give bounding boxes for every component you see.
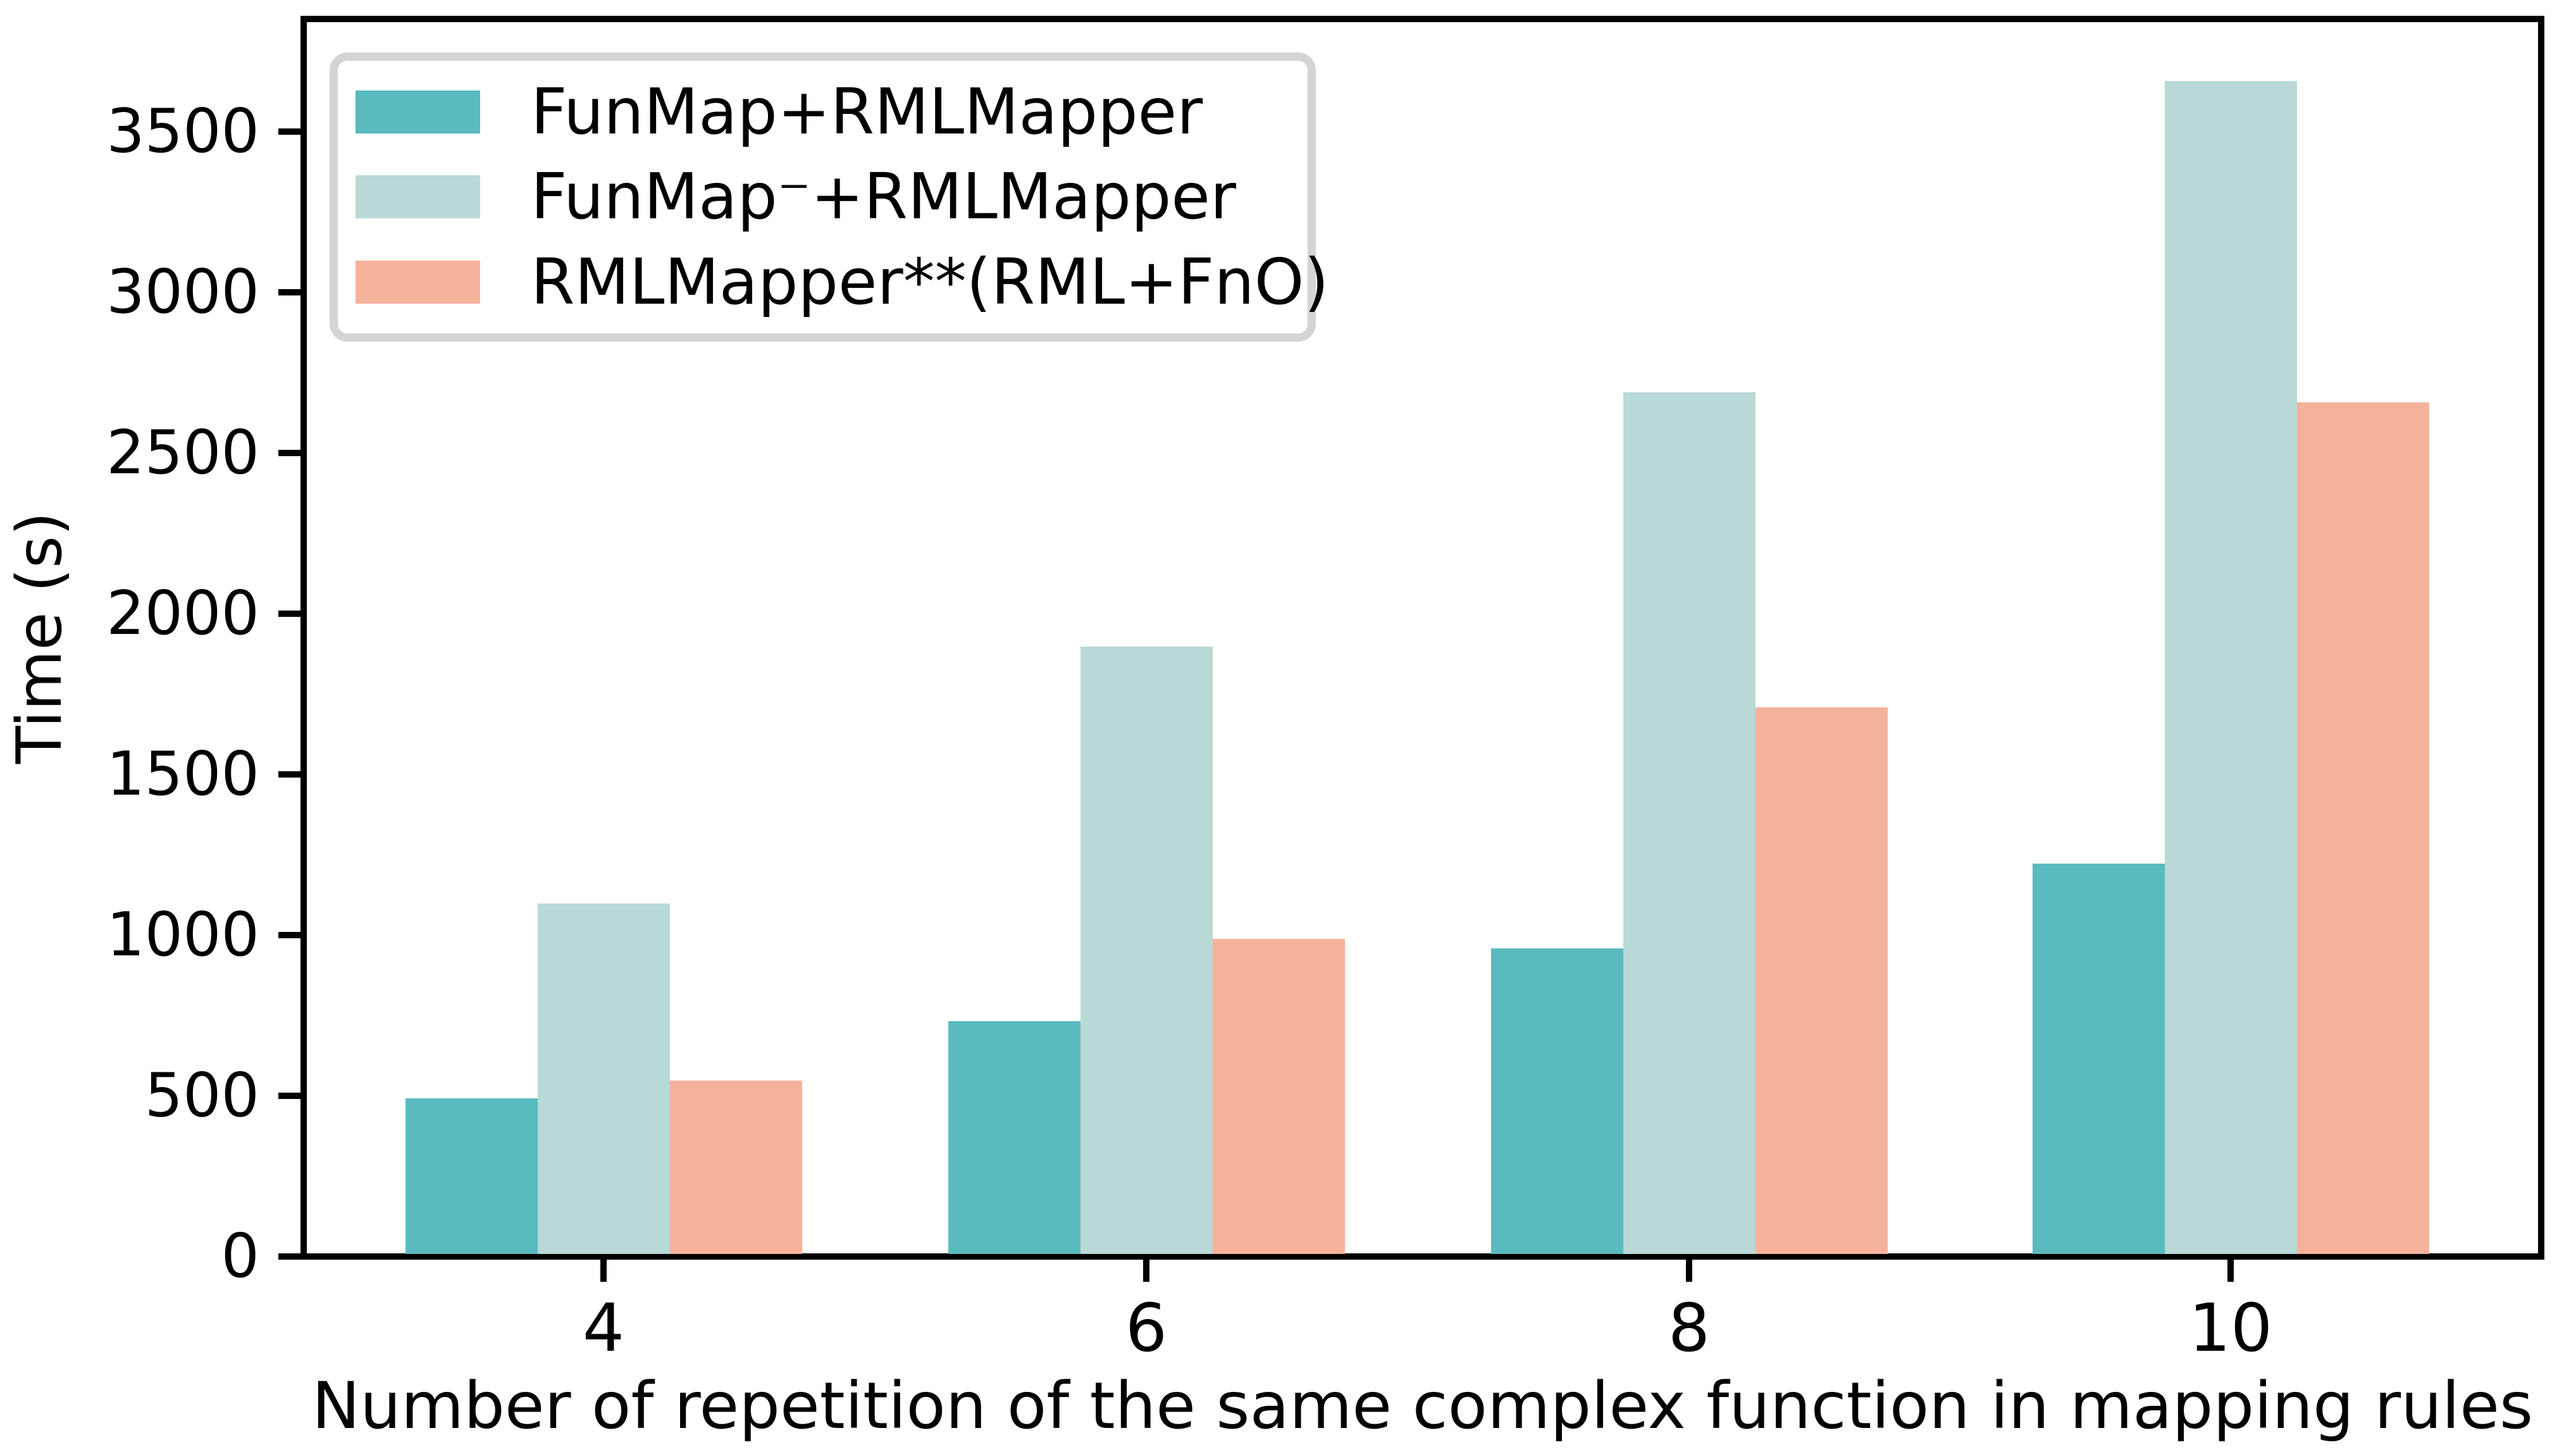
legend: FunMap+RMLMapper FunMap⁻+RMLMapper RMLMapp… <box>330 53 1329 342</box>
x-tick-mark-6 <box>1143 1260 1149 1282</box>
bar-series2-x8 <box>1623 392 1756 1254</box>
y-tick-mark-2000 <box>278 611 300 617</box>
legend-swatch-2 <box>356 175 480 219</box>
y-tick-mark-1000 <box>278 932 300 938</box>
legend-swatch-3 <box>356 260 480 304</box>
y-axis-title-text: Time (s) <box>4 511 76 764</box>
legend-item-1: FunMap+RMLMapper <box>356 71 1295 153</box>
legend-swatch-1 <box>356 90 480 134</box>
x-tick-label-8: 8 <box>1668 1289 1711 1367</box>
bar-series2-x4 <box>538 903 670 1254</box>
y-tick-label-1500: 1500 <box>106 740 259 809</box>
x-tick-label-10: 10 <box>2188 1289 2273 1367</box>
legend-label-2: FunMap⁻+RMLMapper <box>531 159 1237 234</box>
y-tick-label-2000: 2000 <box>106 579 259 648</box>
y-tick-label-3500: 3500 <box>106 97 259 166</box>
legend-label-1: FunMap+RMLMapper <box>531 75 1203 149</box>
y-tick-mark-1500 <box>278 771 300 778</box>
bar-series3-x6 <box>1213 939 1345 1254</box>
legend-label-3: RMLMapper**(RML+FnO) <box>531 244 1329 319</box>
x-tick-label-4: 4 <box>582 1289 625 1367</box>
y-tick-mark-2500 <box>278 450 300 456</box>
y-tick-mark-3500 <box>278 128 300 135</box>
legend-item-2: FunMap⁻+RMLMapper <box>356 156 1295 238</box>
y-tick-mark-0 <box>278 1253 300 1260</box>
bar-series3-x4 <box>670 1081 802 1254</box>
y-tick-label-3000: 3000 <box>106 258 259 327</box>
bar-series2-x6 <box>1081 647 1213 1254</box>
legend-item-3: RMLMapper**(RML+FnO) <box>356 241 1329 323</box>
y-tick-label-0: 0 <box>221 1222 259 1291</box>
bar-series1-x4 <box>406 1098 538 1254</box>
y-tick-label-500: 500 <box>144 1061 259 1131</box>
bar-series3-x8 <box>1756 707 1888 1254</box>
bar-series3-x10 <box>2297 402 2429 1254</box>
x-tick-mark-8 <box>1686 1260 1692 1282</box>
y-tick-label-1000: 1000 <box>106 900 259 970</box>
bar-series1-x10 <box>2033 864 2165 1254</box>
bar-series1-x8 <box>1491 948 1623 1254</box>
x-tick-label-6: 6 <box>1125 1289 1168 1367</box>
x-tick-mark-10 <box>2227 1260 2234 1282</box>
bar-series1-x6 <box>948 1021 1081 1254</box>
y-tick-label-2500: 2500 <box>106 418 259 488</box>
bar-series2-x10 <box>2165 81 2297 1254</box>
x-tick-mark-4 <box>600 1260 607 1282</box>
x-axis-title: Number of repetition of the same complex… <box>311 1368 2534 1444</box>
y-tick-mark-500 <box>278 1093 300 1099</box>
y-tick-mark-3000 <box>278 289 300 295</box>
